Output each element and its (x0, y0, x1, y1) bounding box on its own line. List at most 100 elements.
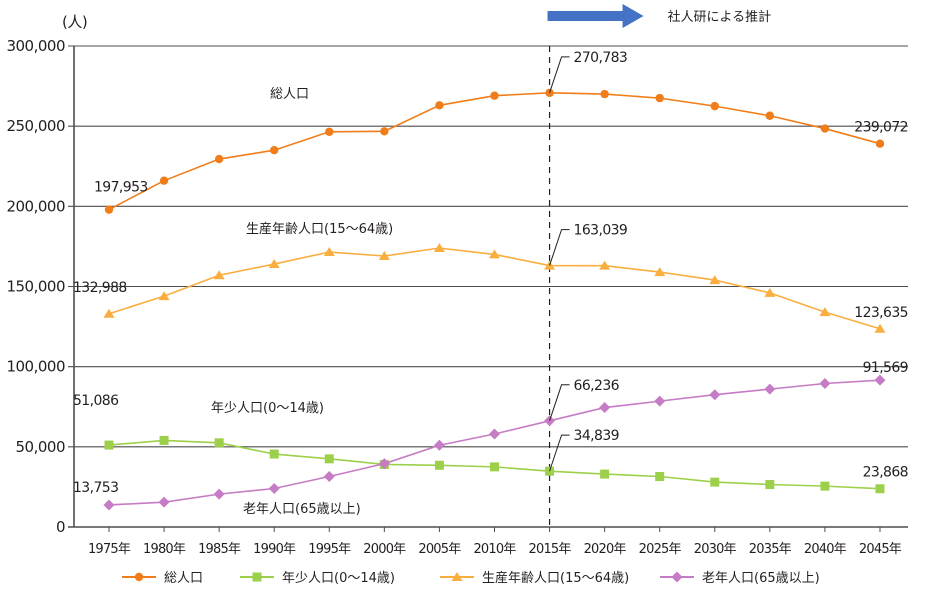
x-tick-label: 2010年 (473, 542, 516, 557)
data-point-youth (655, 471, 665, 481)
data-point-working (874, 323, 886, 333)
legend-item-total: 総人口 (122, 571, 203, 586)
x-tick-label: 1985年 (198, 542, 241, 557)
data-point-total (765, 111, 775, 120)
data-point-working (819, 307, 831, 317)
legend-label: 年少人口(0〜14歳) (282, 571, 395, 586)
x-tick-label: 1990年 (253, 542, 296, 557)
legend-item-elderly: 老年人口(65歳以上) (660, 571, 820, 586)
data-point-youth (434, 460, 444, 470)
data-point-elderly (599, 402, 611, 414)
data-point-total (490, 91, 499, 100)
series-line-elderly (108, 379, 881, 506)
y-tick-label: 200,000 (6, 197, 65, 215)
data-label-youth: 23,868 (863, 465, 908, 481)
data-point-youth (489, 462, 499, 472)
x-axis-ticks: 1975年 1980年 1985年 1990年 1995年 2000年 2005年 2010年… (88, 527, 903, 557)
data-point-total (270, 146, 279, 155)
y-tick-label: 0 (56, 518, 65, 536)
data-point-total (325, 127, 334, 136)
data-point-total (214, 154, 224, 164)
data-point-working (323, 247, 335, 257)
data-label-youth: 51,086 (73, 393, 119, 409)
data-point-working (764, 287, 776, 297)
data-label-total: 197,953 (94, 180, 148, 196)
series-label-youth: 年少人口(0〜14歳) (211, 401, 324, 416)
data-point-elderly (158, 496, 170, 508)
legend-label: 総人口 (164, 571, 203, 586)
data-point-working (158, 291, 170, 301)
y-tick-label: 150,000 (6, 278, 65, 296)
data-point-elderly (709, 389, 721, 401)
legend-label: 生産年齢人口(15〜64歳) (482, 570, 629, 586)
series-youth (104, 435, 885, 494)
series-line-total (108, 92, 881, 211)
data-point-total (435, 101, 444, 110)
series-label-working: 生産年齢人口(15〜64歳) (246, 221, 393, 237)
data-point-elderly (268, 483, 280, 495)
annotation-leader-line (549, 229, 570, 266)
data-point-working (213, 270, 225, 280)
data-point-total (710, 101, 719, 111)
data-point-elderly (488, 428, 500, 440)
projection-label: 社人研による推計 (668, 9, 772, 25)
data-point-working (488, 249, 500, 259)
data-point-elderly (433, 439, 445, 451)
data-point-youth (600, 469, 610, 479)
series-label-total: 総人口 (270, 87, 309, 102)
legend-marker-icon (671, 571, 683, 583)
data-point-elderly (764, 383, 776, 395)
data-label-elderly: 91,569 (863, 360, 908, 376)
data-point-youth (765, 480, 775, 490)
data-point-working (103, 308, 115, 318)
data-point-total (380, 127, 389, 136)
y-axis-unit-label: (人) (62, 13, 87, 31)
data-point-youth (214, 438, 224, 448)
data-point-elderly (874, 374, 886, 386)
series-total (104, 88, 885, 214)
y-tick-label: 100,000 (6, 358, 65, 376)
legend: 総人口 年少人口(0〜14歳) 生産年齢人口(15〜64歳) 老年人口(65歳以上) (122, 570, 820, 586)
series-label-elderly: 老年人口(65歳以上) (243, 502, 361, 517)
data-point-elderly (323, 470, 335, 482)
data-point-total (820, 124, 830, 133)
annotation-leader-line (549, 56, 570, 94)
data-point-youth (269, 449, 279, 459)
data-point-elderly (103, 499, 115, 511)
legend-marker-icon (252, 572, 262, 582)
data-label-working: 163,039 (574, 223, 628, 239)
legend-label: 老年人口(65歳以上) (702, 571, 820, 586)
series-layer (103, 88, 886, 511)
data-point-youth (159, 435, 169, 445)
data-label-total: 270,783 (574, 50, 628, 66)
data-point-working (654, 267, 666, 277)
x-tick-label: 2000年 (363, 542, 406, 557)
data-point-working (433, 243, 445, 253)
data-point-working (378, 251, 390, 261)
data-point-working (709, 275, 721, 285)
data-point-working (268, 259, 280, 269)
data-point-elderly (378, 458, 390, 470)
data-annotations: 197,953 270,783 239,072 51,086 34,839 23,868 1… (73, 50, 909, 496)
legend-marker-icon (451, 572, 463, 581)
x-tick-label: 2005年 (418, 542, 461, 557)
data-label-working: 123,635 (854, 305, 908, 321)
y-tick-label: 250,000 (6, 117, 65, 135)
x-tick-label: 2025年 (639, 542, 682, 557)
data-label-youth: 34,839 (574, 428, 619, 444)
gridlines (68, 45, 908, 528)
x-tick-label: 2015年 (529, 542, 572, 557)
data-point-total (600, 89, 609, 99)
x-tick-label: 2030年 (694, 542, 737, 557)
annotation-leader-line (549, 434, 570, 472)
x-tick-label: 2020年 (584, 542, 627, 557)
data-label-working: 132,988 (73, 280, 127, 296)
data-point-total (159, 176, 169, 185)
data-label-total: 239,072 (854, 120, 908, 136)
series-working (103, 243, 886, 333)
data-label-elderly: 66,236 (574, 378, 620, 394)
series-elderly (103, 374, 886, 511)
data-point-elderly (819, 378, 831, 390)
data-point-elderly (654, 395, 666, 407)
